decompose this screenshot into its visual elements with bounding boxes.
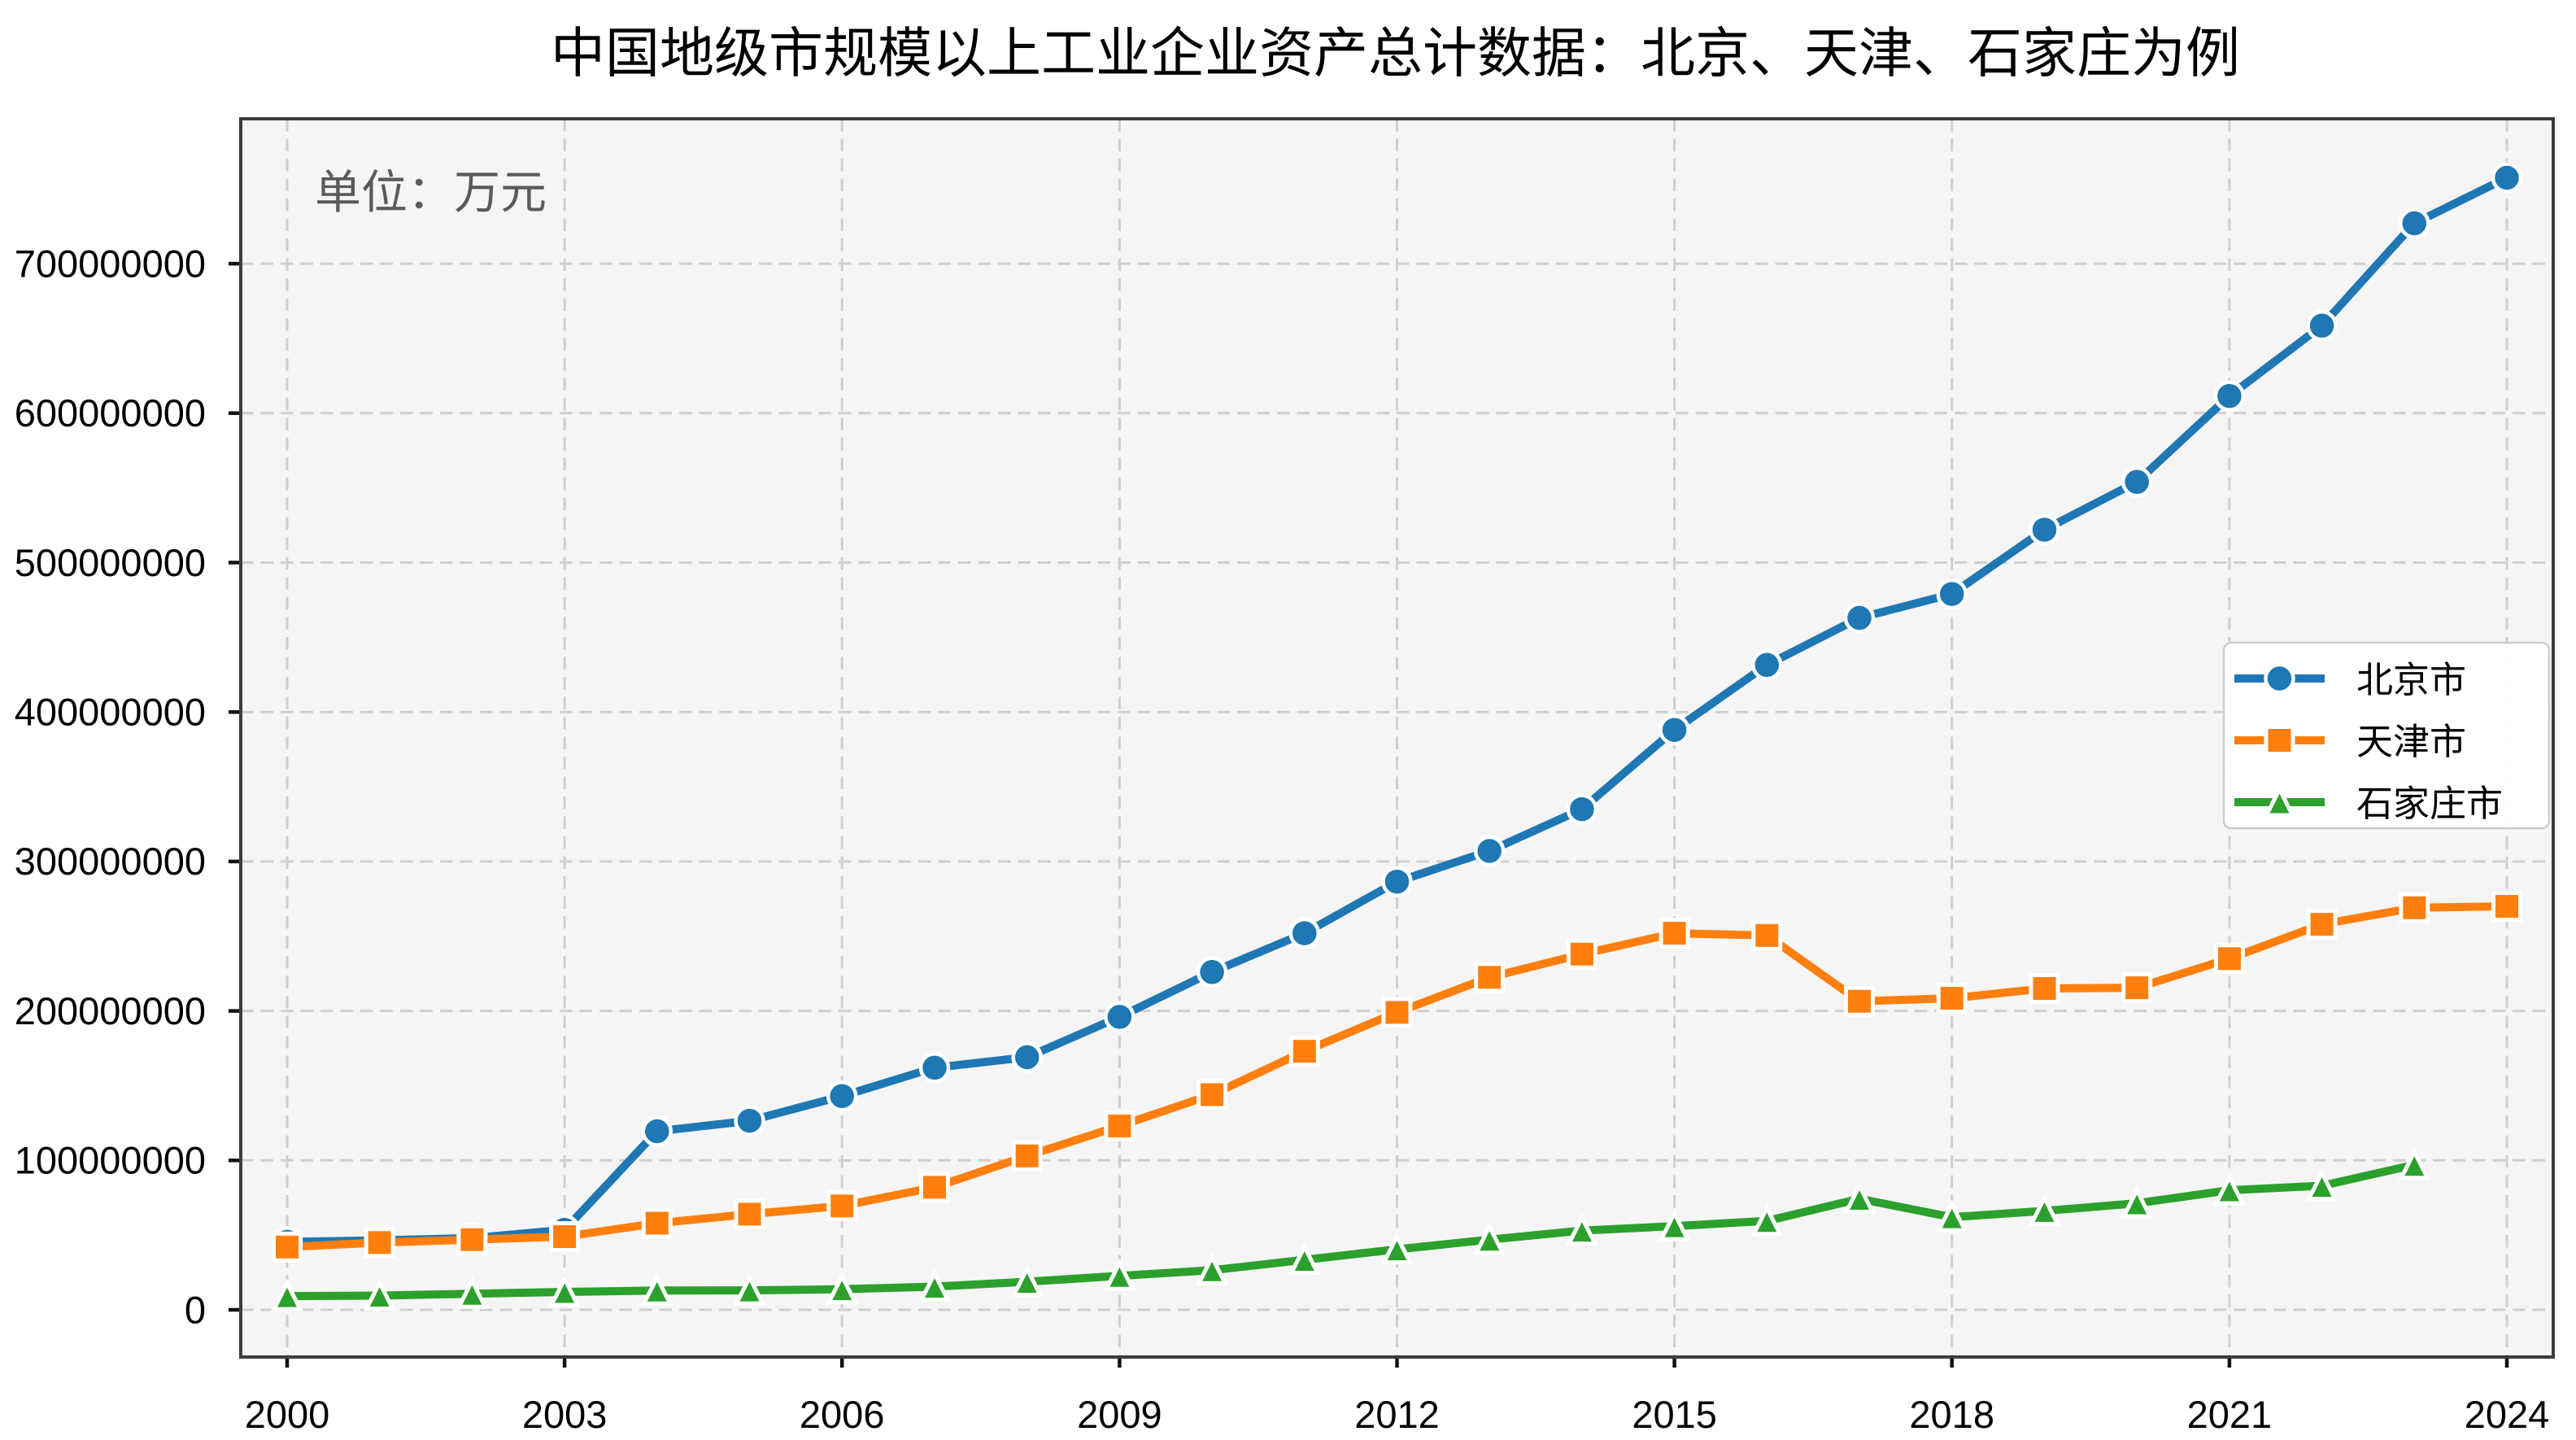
svg-text:100000000: 100000000 (15, 1139, 206, 1182)
svg-text:200000000: 200000000 (15, 989, 206, 1032)
svg-text:2018: 2018 (1909, 1393, 1994, 1436)
svg-text:2006: 2006 (800, 1393, 885, 1436)
svg-text:300000000: 300000000 (15, 840, 206, 883)
svg-text:2015: 2015 (1632, 1393, 1717, 1436)
svg-text:700000000: 700000000 (15, 242, 206, 285)
svg-text:2000: 2000 (245, 1393, 330, 1436)
svg-text:400000000: 400000000 (15, 691, 206, 734)
svg-text:2021: 2021 (2187, 1393, 2273, 1436)
svg-text:500000000: 500000000 (15, 541, 206, 584)
svg-text:600000000: 600000000 (15, 391, 206, 434)
svg-text:2024: 2024 (2465, 1393, 2550, 1436)
svg-text:2012: 2012 (1354, 1393, 1440, 1436)
svg-text:2003: 2003 (522, 1393, 608, 1436)
svg-text:0: 0 (185, 1288, 206, 1331)
svg-text:2009: 2009 (1077, 1393, 1162, 1436)
